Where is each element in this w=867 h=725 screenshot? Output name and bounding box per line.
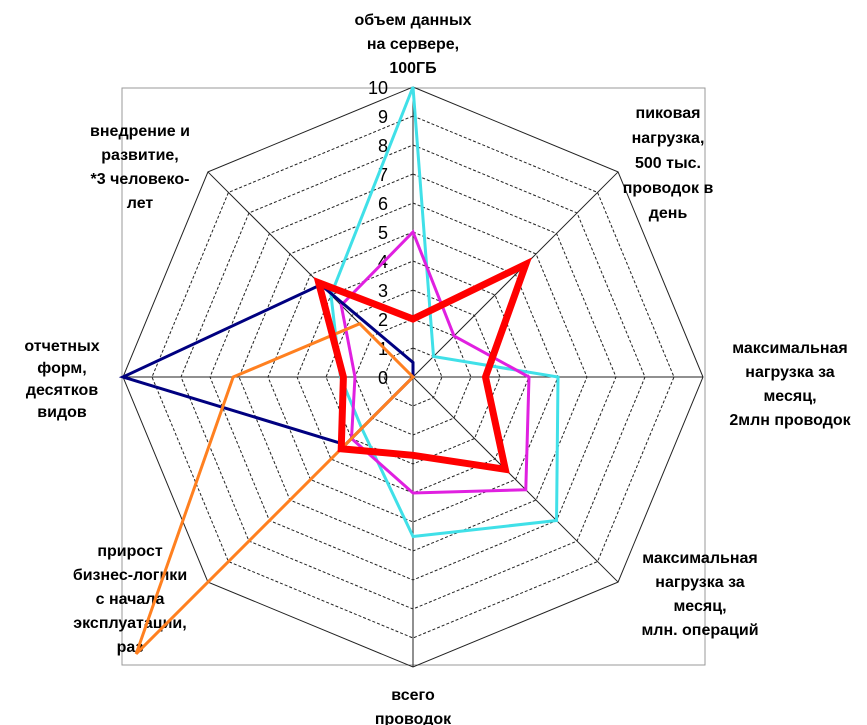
category-label: максимальная нагрузка за месяц, 2млн провод… (729, 340, 851, 429)
series-line (329, 86, 560, 539)
axis-spoke (412, 171, 619, 378)
category-label: максимальная нагрузка за месяц, млн. операц… (641, 550, 758, 639)
tick-label: 0 (378, 368, 388, 388)
category-label: отчетных форм, десятков видов (24, 338, 99, 421)
category-label: внедрение и развитие, *3 человеко-лет (90, 123, 190, 212)
category-label: пиковая нагрузка, 500 тыс. проводок в день (623, 105, 714, 222)
category-label: объем данных на сервере, 100ГБ (354, 12, 471, 77)
axis-spoke (412, 376, 619, 583)
tick-label: 2 (378, 310, 388, 330)
tick-label: 3 (378, 281, 388, 301)
series-line (118, 282, 415, 447)
tick-label: 9 (378, 107, 388, 127)
grid-ring (267, 231, 559, 523)
category-label: прирост бизнес-логики с начала эксплуатации… (73, 543, 187, 656)
tick-label: 5 (378, 223, 388, 243)
tick-label: 6 (378, 194, 388, 214)
category-label: всего проводок (375, 687, 452, 725)
tick-label: 10 (368, 78, 388, 98)
grid-ring (151, 115, 675, 639)
series-line (313, 257, 532, 474)
grid-ring (383, 347, 443, 407)
series-line (134, 321, 416, 655)
tick-label: 8 (378, 136, 388, 156)
tick-label: 7 (378, 165, 388, 185)
